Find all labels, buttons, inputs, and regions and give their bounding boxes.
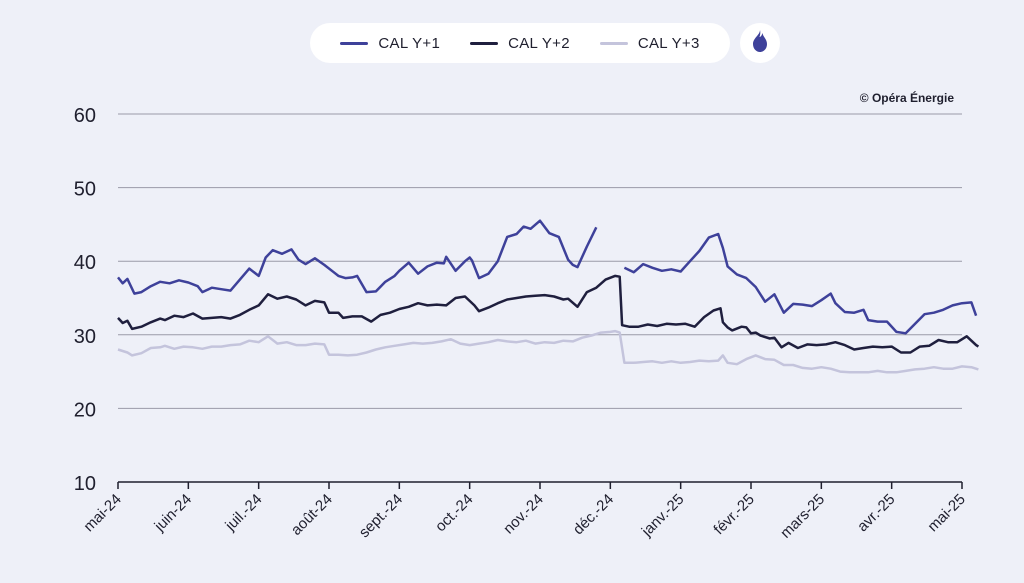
legend-item-cal-y2[interactable]: CAL Y+2 <box>470 35 570 52</box>
y-tick-label: 20 <box>74 399 96 421</box>
x-tick-label: déc.-24 <box>570 491 617 538</box>
series-line-cal-y-1 <box>117 219 598 295</box>
copyright-text: © Opéra Énergie <box>859 91 954 105</box>
legend-swatch-cal-y2 <box>470 41 499 45</box>
y-tick-label: 50 <box>74 179 96 201</box>
y-tick-label: 10 <box>74 473 96 495</box>
energy-type-badge[interactable] <box>740 23 780 63</box>
series-line-cal-y-3 <box>117 329 979 374</box>
legend-swatch-cal-y1 <box>340 41 369 45</box>
flame-icon <box>751 29 769 58</box>
legend-swatch-cal-y3 <box>599 41 628 45</box>
legend-label-cal-y3: CAL Y+3 <box>637 34 700 52</box>
legend-label-cal-y1: CAL Y+1 <box>378 34 441 52</box>
x-tick-label: mars-25 <box>777 491 828 542</box>
y-tick-label: 40 <box>74 252 96 274</box>
x-tick-label: juin-24 <box>151 491 196 536</box>
x-tick-label: sept.-24 <box>356 491 406 541</box>
x-tick-label: juil.-24 <box>222 491 266 535</box>
x-tick-label: févr.-25 <box>710 491 757 538</box>
x-tick-label: mai-24 <box>80 491 124 535</box>
chart-legend: CAL Y+1 CAL Y+2 CAL Y+3 <box>310 23 730 63</box>
x-tick-label: nov.-24 <box>500 491 547 538</box>
x-tick-label: mai-25 <box>924 491 968 535</box>
series-line-cal-y-1-segment <box>623 232 978 335</box>
y-tick-label: 30 <box>74 326 96 348</box>
legend-label-cal-y2: CAL Y+2 <box>508 34 570 52</box>
x-tick-label: août-24 <box>288 491 336 539</box>
y-tick-label: 60 <box>74 105 96 127</box>
series-line-cal-y-2 <box>117 274 980 354</box>
legend-item-cal-y3[interactable]: CAL Y+3 <box>599 34 700 52</box>
x-tick-label: avr.-25 <box>854 491 898 535</box>
legend-item-cal-y1[interactable]: CAL Y+1 <box>340 35 440 52</box>
x-tick-label: janv.-25 <box>638 491 688 541</box>
x-tick-label: oct.-24 <box>432 491 476 535</box>
